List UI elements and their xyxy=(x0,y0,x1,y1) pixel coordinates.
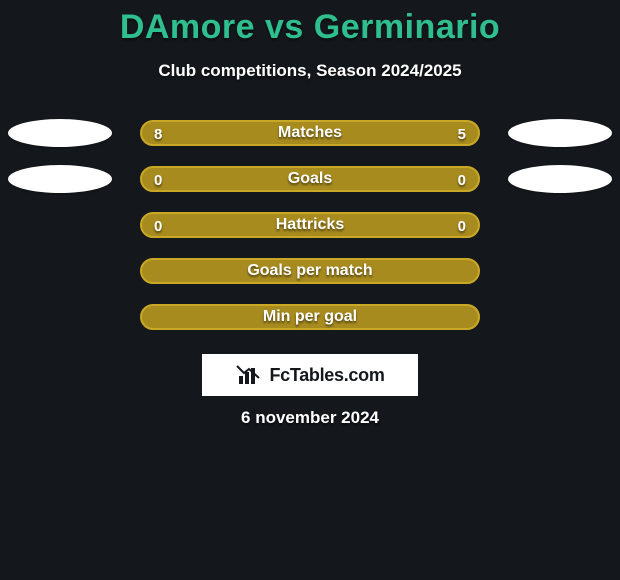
stat-row: 0 Hattricks 0 xyxy=(0,212,620,240)
page-title: DAmore vs Germinario xyxy=(0,0,620,47)
stat-label: Goals xyxy=(288,170,332,188)
stat-pill: 8 Matches 5 xyxy=(140,120,480,146)
stat-label: Min per goal xyxy=(263,308,357,326)
stat-label: Matches xyxy=(278,124,342,142)
stat-label: Goals per match xyxy=(247,262,372,280)
title-right: Germinario xyxy=(314,8,500,46)
subtitle: Club competitions, Season 2024/2025 xyxy=(0,61,620,81)
stat-pill: Goals per match xyxy=(140,258,480,284)
stat-pill: 0 Hattricks 0 xyxy=(140,212,480,238)
player-mark-right xyxy=(508,165,612,193)
stat-pill: Min per goal xyxy=(140,304,480,330)
stat-pill: 0 Goals 0 xyxy=(140,166,480,192)
stat-row: Goals per match xyxy=(0,258,620,286)
brand-logo-box: FcTables.com xyxy=(202,354,418,396)
stat-row: Min per goal xyxy=(0,304,620,332)
stat-value-right: 5 xyxy=(458,122,466,148)
player-mark-left xyxy=(8,119,112,147)
title-left: DAmore xyxy=(120,8,255,46)
bar-chart-icon xyxy=(235,364,263,386)
stat-value-left: 0 xyxy=(154,214,162,240)
stat-value-left: 8 xyxy=(154,122,162,148)
stat-row: 0 Goals 0 xyxy=(0,166,620,194)
stat-row: 8 Matches 5 xyxy=(0,120,620,148)
stat-value-right: 0 xyxy=(458,214,466,240)
footer-date: 6 november 2024 xyxy=(0,408,620,428)
title-vs: vs xyxy=(265,8,304,46)
brand-text: FcTables.com xyxy=(269,365,384,386)
stat-value-left: 0 xyxy=(154,168,162,194)
stat-label: Hattricks xyxy=(276,216,344,234)
stat-rows: 8 Matches 5 0 Goals 0 0 Hattricks 0 Goals per mat… xyxy=(0,120,620,350)
player-mark-right xyxy=(508,119,612,147)
stat-value-right: 0 xyxy=(458,168,466,194)
player-mark-left xyxy=(8,165,112,193)
comparison-infographic: DAmore vs Germinario Club competitions, … xyxy=(0,0,620,580)
